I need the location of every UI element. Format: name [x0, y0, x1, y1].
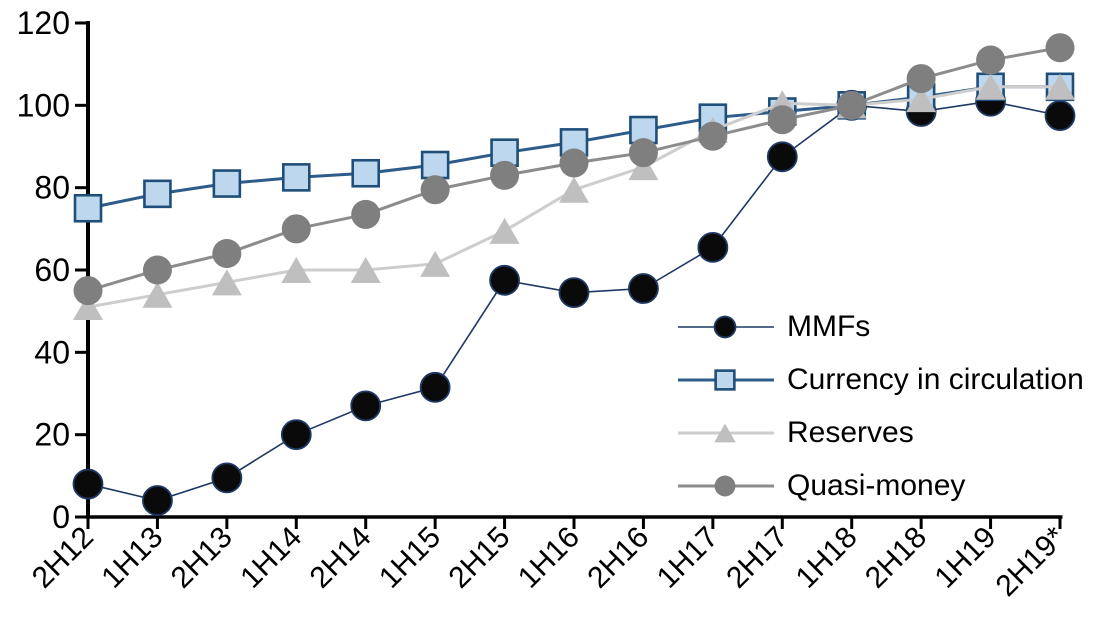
data-point-circle	[490, 160, 520, 190]
data-point-circle	[420, 175, 450, 205]
data-point-circle	[713, 315, 737, 338]
x-axis-tick-label: 1H13	[95, 521, 169, 595]
y-axis-tick-label: 20	[34, 417, 70, 453]
reserves-marker-icon	[676, 411, 778, 455]
x-axis-tick-label: 2H15	[442, 521, 516, 595]
data-point-circle	[281, 214, 311, 244]
data-point-triangle	[559, 176, 589, 203]
data-point-triangle	[420, 250, 451, 277]
x-axis-tick-label: 2H14	[304, 521, 378, 595]
data-point-square	[714, 368, 736, 391]
x-axis-tick-label: 2H13	[165, 521, 239, 595]
x-axis-tick-label: 1H19	[928, 521, 1002, 595]
legend-item-currency: Currency in circulation	[676, 353, 1084, 406]
data-point-circle	[1045, 33, 1075, 63]
data-point-circle	[628, 138, 658, 168]
data-point-circle	[906, 64, 936, 94]
data-point-square	[143, 179, 172, 209]
data-point-triangle	[489, 217, 520, 244]
data-point-triangle	[211, 269, 242, 296]
series-quasi-money	[73, 33, 1075, 306]
data-point-triangle	[350, 257, 381, 283]
y-axis-tick-label: 40	[34, 334, 70, 370]
legend-item-mmfs: MMFs	[676, 300, 1084, 353]
data-point-circle	[837, 90, 867, 120]
x-axis-tick-label: 2H19*	[990, 520, 1073, 603]
y-axis-tick-label: 120	[17, 5, 70, 41]
data-point-circle	[697, 231, 729, 263]
data-point-circle	[698, 121, 728, 151]
y-axis-tick-label: 0	[52, 499, 70, 535]
x-axis-tick-label: 2H18	[859, 521, 933, 595]
data-point-circle	[212, 239, 242, 269]
data-point-circle	[280, 419, 312, 451]
data-point-circle	[350, 390, 382, 422]
x-axis-tick-label: 1H15	[373, 521, 447, 595]
data-point-circle	[211, 462, 243, 494]
data-point-circle	[351, 199, 381, 229]
data-point-square	[490, 138, 519, 167]
data-point-circle	[976, 45, 1006, 75]
data-point-triangle	[975, 73, 1006, 100]
y-axis-tick-label: 80	[34, 170, 70, 206]
data-point-circle	[142, 485, 173, 516]
y-axis-tick-label: 100	[17, 87, 70, 123]
data-point-square	[420, 150, 450, 180]
data-point-triangle	[906, 86, 937, 113]
legend-label-mmfs: MMFs	[787, 309, 871, 343]
mmfs-marker-icon	[676, 305, 778, 349]
data-point-circle	[767, 105, 797, 135]
x-axis-tick-label: 1H17	[651, 521, 725, 595]
data-point-square	[281, 163, 311, 192]
quasi-money-marker-icon	[676, 464, 778, 508]
data-point-square	[212, 169, 242, 198]
currency-marker-icon	[676, 358, 778, 402]
x-axis-tick-label: 1H18	[790, 521, 864, 595]
x-axis-tick-label: 2H17	[720, 521, 794, 595]
legend-label-reserves: Reserves	[787, 415, 914, 449]
legend-label-currency: Currency in circulation	[787, 362, 1084, 396]
x-axis-tick-label: 2H16	[581, 521, 655, 595]
data-point-square	[351, 158, 381, 188]
data-point-circle	[714, 475, 736, 496]
data-point-triangle	[73, 294, 103, 321]
x-axis-tick-label: 1H14	[234, 521, 308, 595]
data-point-circle	[489, 264, 520, 296]
y-axis-tick-label: 60	[34, 252, 70, 288]
legend-item-quasi-money: Quasi-money	[676, 459, 1084, 512]
data-point-triangle	[281, 257, 312, 283]
data-point-circle	[559, 148, 589, 178]
data-point-square	[73, 193, 103, 223]
data-point-circle	[558, 277, 590, 309]
data-point-circle	[766, 141, 798, 173]
data-point-circle	[419, 371, 451, 403]
data-point-circle	[628, 273, 659, 304]
data-point-circle	[142, 255, 172, 285]
legend: MMFs Currency in circulation Reserves Qu…	[676, 300, 1084, 512]
data-point-circle	[72, 468, 104, 500]
legend-label-quasi-money: Quasi-money	[787, 468, 966, 502]
data-point-circle	[1044, 100, 1076, 132]
x-axis-tick-label: 1H16	[512, 521, 586, 595]
legend-item-reserves: Reserves	[676, 406, 1084, 459]
data-point-circle	[73, 276, 103, 306]
data-point-triangle	[714, 423, 736, 442]
data-point-triangle	[1045, 73, 1075, 100]
data-point-triangle	[142, 281, 173, 308]
